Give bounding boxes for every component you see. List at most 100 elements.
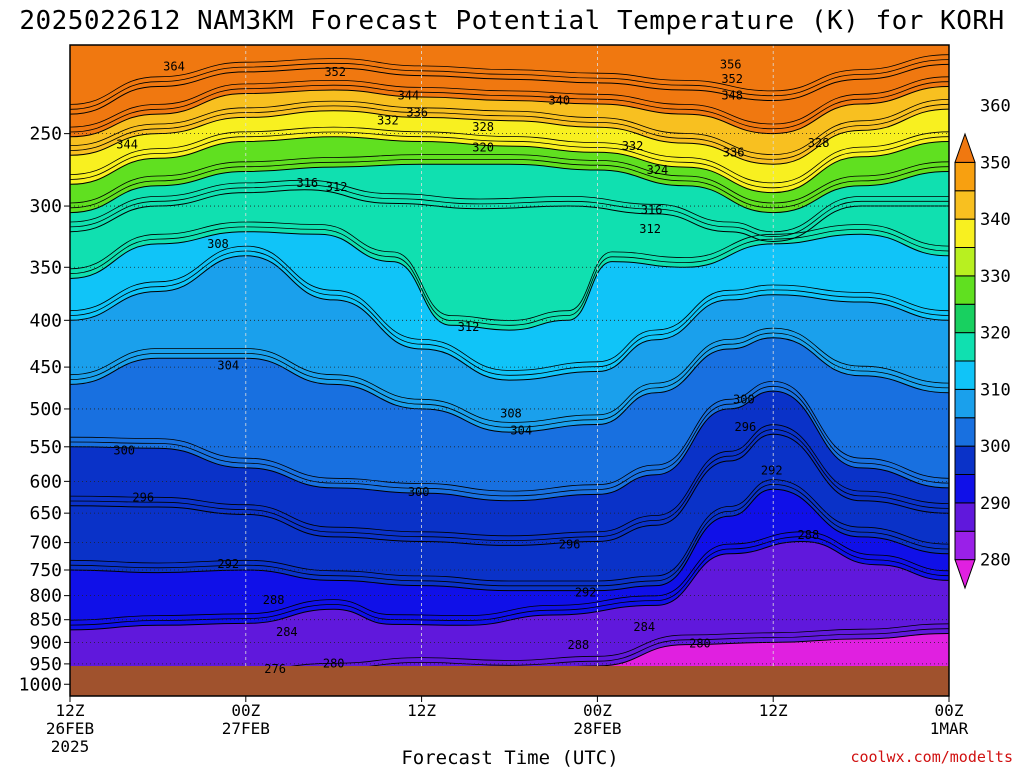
isotherm-minor [70,179,949,233]
x-tick-label: 1MAR [930,719,969,738]
colorbar-tick-label: 350 [980,153,1011,173]
colorbar-tick-label: 330 [980,267,1011,287]
colorbar-swatch [954,275,976,305]
contour-label: 280 [323,656,345,670]
x-tick-label: 12Z [407,701,436,720]
colorbar-swatch [954,559,976,590]
contour-label: 340 [548,94,570,108]
isotherm-316 [70,189,949,243]
isotherm-344 [70,86,949,138]
contour-label: 300 [408,485,430,499]
colorbar-tick-label: 320 [980,324,1011,344]
plot-frame [69,44,950,697]
colorbar-swatch [954,417,976,447]
x-tick-label: 00Z [231,701,260,720]
isotherm-minor [70,385,949,497]
contour-label: 348 [721,88,743,102]
contour-label: 296 [132,491,154,505]
y-tick-label: 700 [29,533,62,554]
colorbar-tick-label: 310 [980,380,1011,400]
y-tick-label: 1000 [19,674,62,695]
colorbar-tick-label: 340 [980,210,1011,230]
contour-label: 300 [733,392,755,406]
contour-label: 344 [116,138,138,152]
contour-label: 296 [559,537,581,551]
colorbar-tick-label: 300 [980,437,1011,457]
contour-label: 288 [798,528,820,542]
x-tick-label: 28FEB [573,719,621,738]
contour-label: 304 [510,424,532,438]
isotherm-minor [70,131,949,189]
isotherm-minor [70,54,949,105]
contour-label: 284 [633,620,655,634]
isotherm-minor [70,99,949,156]
y-tick-label: 850 [29,610,62,631]
isotherm-minor [70,380,949,492]
colorbar-swatch [954,161,976,192]
contour-label: 356 [720,57,742,71]
contour-label: 344 [398,88,420,102]
x-tick-label: 12Z [759,701,788,720]
x-tick-label: 27FEB [222,719,270,738]
x-tick-label: 12Z [56,701,85,720]
contour-label: 292 [575,586,597,600]
isotherm-minor [70,184,949,238]
isotherm-minor [70,76,949,128]
x-tick-label: 2025 [51,737,90,756]
colorbar-swatch [954,303,976,334]
isotherm-308 [70,255,949,381]
isotherm-minor [70,158,949,209]
contour-label: 316 [641,203,663,217]
colorbar-swatch [954,190,976,220]
colorbar-swatch [954,530,976,561]
contour-label: 304 [217,358,239,372]
y-tick-label: 750 [29,560,62,581]
contour-label: 312 [639,222,661,236]
x-tick-label: 00Z [583,701,612,720]
colorbar-tick-label: 360 [980,97,1011,117]
isotherm-minor [70,221,949,321]
colorbar-swatch [954,445,976,475]
isotherm-300 [70,390,949,502]
contour-label: 328 [472,120,494,134]
y-tick-label: 300 [29,196,62,217]
contour-label: 284 [276,625,298,639]
contour-label: 292 [217,557,239,571]
isotherm-minor [70,483,949,587]
isotherm-minor [70,245,949,371]
isotherm-352 [70,63,949,115]
isotherm-minor [70,154,949,204]
isotherm-minor [70,536,949,626]
isotherm-minor [70,81,949,133]
colorbar-swatch [954,474,976,504]
isotherm-328 [70,136,949,194]
contour-label: 288 [263,593,285,607]
y-tick-label: 400 [29,310,62,331]
y-tick-label: 500 [29,399,62,420]
contour-label: 288 [568,638,590,652]
contour-label: 296 [735,420,757,434]
y-tick-label: 650 [29,503,62,524]
pressure-axis: 2503003504004505005506006507007508008509… [19,124,70,695]
contour-label: 292 [761,464,783,478]
contour-label: 300 [113,443,135,457]
contour-label: 308 [500,407,522,421]
isotherm-336 [70,108,949,165]
x-tick-label: 00Z [935,701,964,720]
x-axis-label: Forecast Time (UTC) [401,747,618,768]
x-tick-label: 26FEB [46,719,94,738]
isotherm-minor [70,327,949,423]
isotherm-288 [70,540,949,631]
isotherm-minor [70,429,949,542]
y-tick-label: 250 [29,124,62,145]
isotherm-minor [70,250,949,376]
isotherm-minor [70,424,949,537]
contour-label: 276 [264,662,286,676]
contour-label: 352 [324,65,346,79]
contour-label: 332 [622,139,644,153]
colorbar-swatch [954,360,976,390]
y-tick-label: 800 [29,586,62,607]
y-tick-label: 350 [29,257,62,278]
contour-label: 312 [326,180,348,194]
